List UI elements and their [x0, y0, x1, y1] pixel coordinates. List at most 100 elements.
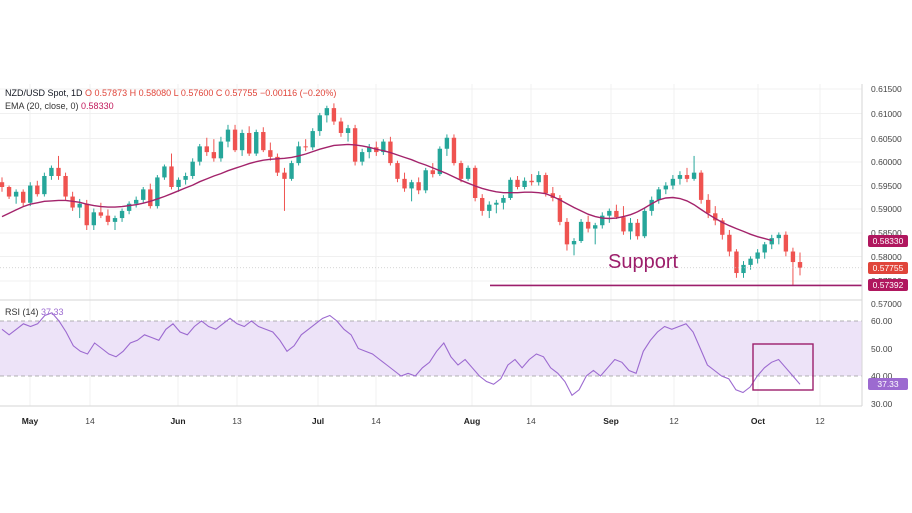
- candle-body: [416, 182, 421, 191]
- candle-body: [190, 161, 195, 176]
- open-value: O 0.57873: [85, 88, 128, 98]
- candle-body: [571, 241, 577, 245]
- rsi-value-tag: 37.33: [868, 378, 908, 391]
- candle-body: [84, 203, 89, 226]
- candle-body: [698, 172, 704, 200]
- candle-body: [734, 251, 739, 274]
- time-tick-label: May: [21, 416, 39, 426]
- rsi-tick-label: 50.00: [871, 343, 893, 354]
- candle-body: [656, 189, 661, 200]
- time-tick-label: Jul: [311, 416, 325, 426]
- candle-body: [600, 215, 605, 226]
- candle-body: [141, 189, 146, 200]
- candle-body: [126, 203, 132, 211]
- candle-body: [402, 178, 407, 189]
- candle-body: [706, 199, 711, 214]
- rsi-band: [0, 321, 862, 376]
- change-value: −0.00116 (−0.20%): [259, 88, 337, 98]
- candle-body: [162, 166, 167, 178]
- candle-body: [635, 222, 640, 237]
- rsi-highlight-box: [752, 343, 814, 391]
- candle-body: [593, 225, 598, 229]
- price-tick-label: 0.59000: [871, 204, 902, 214]
- candle-body: [176, 179, 181, 187]
- candle-body: [508, 179, 513, 198]
- time-tick-label: Sep: [603, 416, 619, 426]
- high-value: H 0.58080: [129, 88, 172, 98]
- low-value: L 0.57600: [173, 88, 214, 98]
- candle-body: [296, 146, 301, 164]
- candle-body: [536, 175, 541, 183]
- candle-body: [169, 166, 174, 187]
- ema-label: EMA (20, close, 0): [5, 101, 79, 111]
- candle-body: [28, 185, 33, 203]
- symbol-title: NZD/USD Spot, 1D: [5, 88, 83, 98]
- candle-body: [282, 172, 287, 179]
- candle-body: [35, 185, 40, 195]
- candle-body: [790, 251, 796, 263]
- candle-body: [204, 146, 209, 153]
- candle-body: [70, 196, 75, 208]
- close-price-tag: 0.57755: [868, 261, 908, 274]
- candle-body: [776, 234, 782, 239]
- candle-body: [119, 210, 125, 219]
- ema-value: 0.58330: [81, 101, 114, 111]
- candle-body: [691, 172, 697, 179]
- candle-body: [331, 108, 337, 122]
- candle-body: [49, 167, 54, 176]
- candle-body: [13, 191, 19, 197]
- support-price-tag: 0.57392: [868, 279, 908, 292]
- candle-body: [42, 175, 47, 195]
- candle-body: [585, 221, 591, 229]
- price-tick-label: 0.59500: [871, 180, 902, 191]
- grid-lines: [0, 84, 862, 406]
- candle-body: [211, 152, 217, 159]
- time-tick-label: 13: [232, 416, 242, 426]
- candle-body: [310, 131, 315, 148]
- candle-body: [465, 167, 471, 179]
- rsi-line: [1, 312, 801, 397]
- candle-body: [105, 215, 111, 222]
- candle-body: [741, 264, 746, 274]
- candle-body: [303, 146, 308, 148]
- candle-body: [268, 150, 273, 157]
- ema-legend: EMA (20, close, 0) 0.58330: [5, 101, 114, 111]
- candle-body: [529, 180, 534, 183]
- ema-price-tag: 0.58330: [868, 234, 908, 247]
- candle-body: [63, 175, 68, 197]
- rsi-tick-label: 60.00: [871, 316, 893, 326]
- candle-body: [6, 186, 12, 197]
- candle-body: [713, 213, 718, 221]
- price-tick-label: 0.57000: [871, 299, 902, 309]
- candle-body: [254, 132, 259, 154]
- ema-line: [1, 143, 772, 242]
- candle-body: [543, 175, 548, 194]
- candle-body: [232, 129, 238, 151]
- price-tick-label: 0.60500: [871, 133, 902, 144]
- candle-body: [359, 152, 365, 162]
- candle-body: [684, 175, 690, 179]
- candle-body: [261, 132, 266, 151]
- candle-body: [720, 220, 725, 235]
- candle-body: [183, 175, 188, 180]
- time-tick-label: Oct: [750, 416, 766, 426]
- candle-body: [797, 262, 803, 268]
- rsi-value: 37.33: [41, 307, 64, 317]
- candle-body: [409, 182, 414, 189]
- candle-body: [458, 163, 464, 179]
- candle-body: [649, 199, 654, 211]
- candle-body: [557, 197, 563, 222]
- candle-body: [578, 221, 584, 242]
- candle-body: [246, 132, 252, 154]
- time-tick-label: Aug: [463, 416, 481, 426]
- candle-body: [324, 108, 330, 116]
- candle-body: [133, 199, 139, 204]
- candle-body: [642, 210, 647, 237]
- time-tick-label: 14: [85, 416, 95, 426]
- candle-body: [20, 191, 26, 203]
- candle-body: [218, 141, 224, 159]
- candlestick-series: [0, 103, 803, 285]
- candle-body: [628, 222, 633, 232]
- candle-body: [614, 210, 619, 218]
